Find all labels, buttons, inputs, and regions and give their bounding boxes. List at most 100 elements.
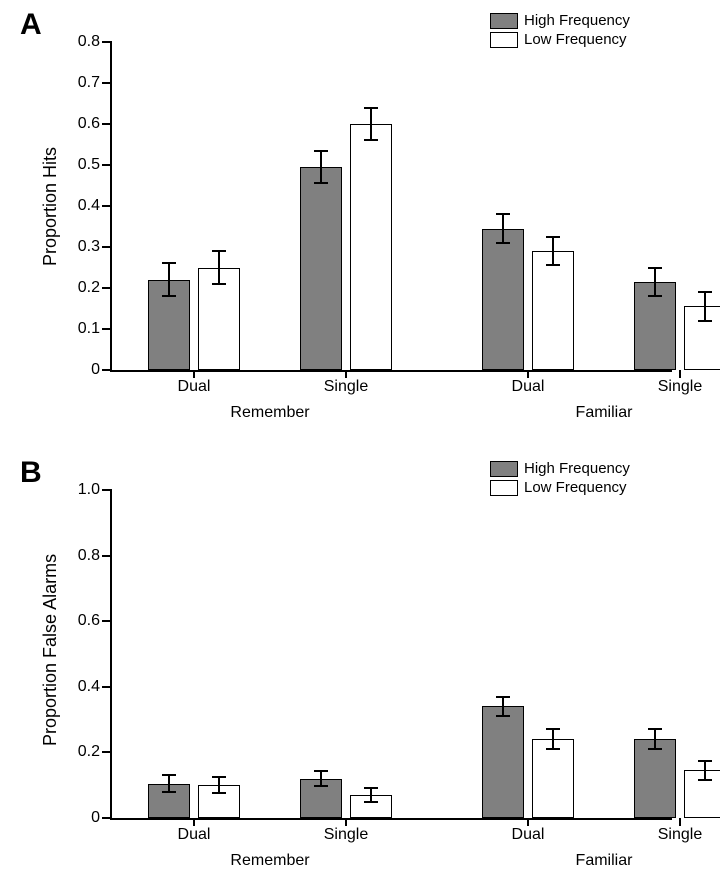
error-bar: [552, 729, 554, 749]
bar-high: [482, 229, 524, 370]
ytick: [102, 620, 112, 622]
error-cap: [364, 787, 378, 789]
ytick: [102, 686, 112, 688]
xtick-label: Single: [324, 378, 368, 396]
xtick-label: Single: [324, 826, 368, 844]
bar-low: [532, 739, 574, 818]
panel-a-label: A: [20, 8, 42, 42]
error-cap: [162, 774, 176, 776]
bar-low: [684, 306, 720, 370]
ytick-label: 0.2: [78, 279, 100, 297]
legend-label-high: High Frequency: [524, 12, 630, 29]
ytick: [102, 555, 112, 557]
xgroup-label: Remember: [230, 404, 309, 422]
bar-high: [482, 706, 524, 818]
error-cap: [162, 262, 176, 264]
xtick-label: Dual: [178, 826, 211, 844]
error-cap: [546, 236, 560, 238]
ytick-label: 1.0: [78, 481, 100, 499]
error-cap: [314, 785, 328, 787]
error-cap: [496, 242, 510, 244]
error-cap: [314, 770, 328, 772]
ytick-label: 0: [91, 809, 100, 827]
ytick-label: 0.8: [78, 33, 100, 51]
error-cap: [698, 779, 712, 781]
error-cap: [698, 760, 712, 762]
bar-low: [350, 124, 392, 370]
error-bar: [168, 263, 170, 296]
error-cap: [698, 320, 712, 322]
error-cap: [314, 182, 328, 184]
error-bar: [320, 771, 322, 785]
error-cap: [648, 267, 662, 269]
ytick: [102, 82, 112, 84]
error-bar: [704, 292, 706, 321]
xtick-mark: [527, 818, 529, 826]
ytick: [102, 751, 112, 753]
xtick-mark: [527, 370, 529, 378]
ytick: [102, 489, 112, 491]
ytick: [102, 817, 112, 819]
ytick: [102, 287, 112, 289]
xtick-mark: [345, 370, 347, 378]
bar-low: [684, 770, 720, 818]
bar-low: [532, 251, 574, 370]
error-bar: [654, 729, 656, 749]
legend-swatch-high: [490, 13, 518, 29]
error-bar: [704, 761, 706, 781]
plot-area-b: 00.20.40.60.81.0DualSingleRememberDualSi…: [110, 490, 672, 820]
ytick-label: 0.1: [78, 320, 100, 338]
error-bar: [370, 788, 372, 802]
xtick-mark: [193, 818, 195, 826]
ytick-label: 0.8: [78, 547, 100, 565]
error-cap: [546, 748, 560, 750]
error-bar: [218, 777, 220, 793]
xtick-label: Single: [658, 378, 702, 396]
ytick-label: 0.5: [78, 156, 100, 174]
ytick: [102, 205, 112, 207]
panel-b-label: B: [20, 456, 42, 490]
error-cap: [364, 139, 378, 141]
xtick-label: Dual: [512, 826, 545, 844]
error-cap: [162, 791, 176, 793]
error-cap: [546, 264, 560, 266]
error-cap: [546, 728, 560, 730]
xtick-mark: [345, 818, 347, 826]
legend-swatch-high: [490, 461, 518, 477]
xtick-mark: [193, 370, 195, 378]
ytick-label: 0.6: [78, 115, 100, 133]
ytick-label: 0.3: [78, 238, 100, 256]
xtick-mark: [679, 370, 681, 378]
xtick-label: Dual: [512, 378, 545, 396]
legend-item-high: High Frequency: [490, 460, 630, 477]
ytick-label: 0.2: [78, 743, 100, 761]
error-cap: [212, 792, 226, 794]
legend-item-high: High Frequency: [490, 12, 630, 29]
error-cap: [648, 748, 662, 750]
error-bar: [502, 214, 504, 243]
legend-label-high: High Frequency: [524, 460, 630, 477]
ytick: [102, 41, 112, 43]
ytick: [102, 328, 112, 330]
figure: A High Frequency Low Frequency 00.10.20.…: [0, 0, 720, 895]
xgroup-label: Familiar: [576, 404, 633, 422]
error-cap: [212, 250, 226, 252]
ytick: [102, 123, 112, 125]
error-cap: [314, 150, 328, 152]
error-cap: [162, 295, 176, 297]
bar-high: [634, 739, 676, 818]
error-cap: [212, 283, 226, 285]
error-cap: [364, 107, 378, 109]
error-cap: [648, 295, 662, 297]
ytick: [102, 369, 112, 371]
ytick-label: 0.4: [78, 197, 100, 215]
xgroup-label: Remember: [230, 852, 309, 870]
xtick-label: Single: [658, 826, 702, 844]
ylabel-a: Proportion Hits: [40, 147, 61, 266]
ytick-label: 0.4: [78, 678, 100, 696]
ytick: [102, 246, 112, 248]
ylabel-b: Proportion False Alarms: [40, 554, 61, 746]
error-cap: [496, 213, 510, 215]
ytick-label: 0.6: [78, 612, 100, 630]
xtick-mark: [679, 818, 681, 826]
